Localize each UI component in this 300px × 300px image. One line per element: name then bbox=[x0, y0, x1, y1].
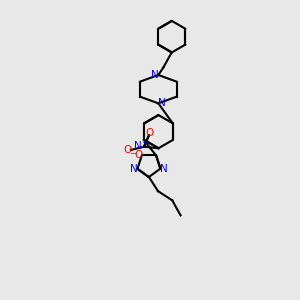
Text: N: N bbox=[151, 70, 158, 80]
Text: O: O bbox=[124, 145, 132, 155]
Text: +: + bbox=[141, 140, 148, 146]
Text: N: N bbox=[160, 164, 167, 174]
Text: N: N bbox=[158, 98, 166, 108]
Text: N: N bbox=[134, 141, 142, 151]
Text: −: − bbox=[129, 149, 136, 158]
Text: N: N bbox=[130, 164, 138, 174]
Text: O: O bbox=[135, 150, 143, 160]
Text: O: O bbox=[146, 128, 154, 138]
